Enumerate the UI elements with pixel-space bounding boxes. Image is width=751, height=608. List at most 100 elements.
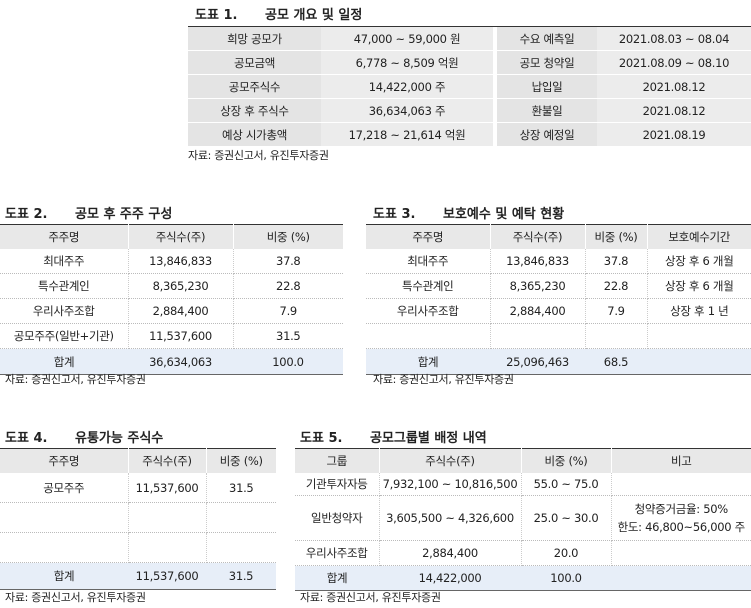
table5-number: 도표 5. xyxy=(300,431,343,446)
table3-heading: 보호예수 및 예탁 현황 xyxy=(443,207,565,222)
table-cell: 최대주주 xyxy=(366,249,491,274)
table1-label-left: 희망 공모가 xyxy=(188,26,321,51)
table-row: 일반청약자 3,605,500 ~ 4,326,600 25.0 ~ 30.0 청약증… xyxy=(295,495,751,541)
total-cell: 합계 xyxy=(0,562,128,590)
table-cell: 55.0 ~ 75.0 xyxy=(521,473,612,496)
table4-number: 도표 4. xyxy=(5,431,48,446)
table-header-row: 그룹 주식수(주) 비중 (%) 비고 xyxy=(295,448,751,473)
table1-spacer xyxy=(493,122,497,147)
table-cell xyxy=(128,532,207,563)
table-cell: 상장 후 6 개월 xyxy=(647,273,751,299)
table-row: 우리사주조합 2,884,400 7.9 xyxy=(0,298,343,324)
table-cell xyxy=(0,502,129,533)
table-cell: 2,884,400 xyxy=(128,298,234,324)
table1-label-left: 예상 시가총액 xyxy=(188,122,321,147)
table-row: 특수관계인 8,365,230 22.8 상장 후 6 개월 xyxy=(366,273,751,299)
table1-value-left: 17,218 ~ 21,614 억원 xyxy=(321,122,493,147)
table-cell: 2,884,400 xyxy=(490,298,586,324)
table-cell: 상장 후 1 년 xyxy=(647,298,751,324)
table-cell xyxy=(490,323,586,349)
table5-source: 자료: 증권신고서, 유진투자증권 xyxy=(300,591,441,604)
table1-label-left: 공모주식수 xyxy=(188,74,321,99)
table-row: 공모주식수 14,422,000 주 납입일 2021.08.12 xyxy=(188,74,751,99)
table-cell: 37.8 xyxy=(585,249,648,274)
table-cell: 상장 후 6 개월 xyxy=(647,249,751,274)
table-note-cell: 청약증거금율: 50% 한도: 46,800~56,000 주 xyxy=(611,495,751,541)
table4-title: 도표 4. 유통가능 주식수 xyxy=(5,427,163,446)
total-cell: 100.0 xyxy=(233,348,343,375)
table-cell xyxy=(366,323,491,349)
total-cell: 14,422,000 xyxy=(379,565,521,591)
column-header: 비고 xyxy=(611,448,751,473)
table-cell xyxy=(206,532,276,563)
table1-title: 도표 1. 공모 개요 및 일정 xyxy=(195,4,362,23)
table1-heading: 공모 개요 및 일정 xyxy=(265,8,363,23)
table1-spacer xyxy=(493,74,497,99)
table5: 그룹 주식수(주) 비중 (%) 비고 기관투자자등 7,932,100 ~ 10,816… xyxy=(295,448,751,591)
column-header: 주식수(주) xyxy=(128,224,234,249)
table1-source: 자료: 증권신고서, 유진투자증권 xyxy=(188,149,329,162)
column-header: 비중 (%) xyxy=(233,224,343,249)
table-cell: 7.9 xyxy=(585,298,648,324)
table1-value-left: 36,634,063 주 xyxy=(321,98,493,123)
table-cell: 8,365,230 xyxy=(490,273,586,299)
note-line-1: 청약증거금율: 50% xyxy=(634,502,729,516)
table2-number: 도표 2. xyxy=(5,207,48,222)
table5-title: 도표 5. 공모그룹별 배정 내역 xyxy=(300,427,487,446)
total-cell: 25,096,463 xyxy=(490,348,585,375)
total-cell: 100.0 xyxy=(521,565,611,591)
table-row: 특수관계인 8,365,230 22.8 xyxy=(0,273,343,299)
column-header: 주식수(주) xyxy=(128,448,207,473)
table-row: 희망 공모가 47,000 ~ 59,000 원 수요 예측일 2021.08.03 … xyxy=(188,26,751,51)
table-total-row: 합계 11,537,600 31.5 xyxy=(0,562,276,590)
table2-title: 도표 2. 공모 후 주주 구성 xyxy=(5,203,172,222)
table1-value-left: 47,000 ~ 59,000 원 xyxy=(321,26,493,51)
table-row: 우리사주조합 2,884,400 20.0 xyxy=(295,540,751,566)
table3: 주주명 주식수(주) 비중 (%) 보호예수기간 최대주주 13,846,833 37.8 상… xyxy=(366,224,751,375)
table-cell: 22.8 xyxy=(233,273,343,299)
total-cell: 합계 xyxy=(295,565,379,591)
table-row: 기관투자자등 7,932,100 ~ 10,816,500 55.0 ~ 75.0 xyxy=(295,473,751,496)
table-cell: 2,884,400 xyxy=(379,540,522,566)
total-cell: 11,537,600 xyxy=(128,562,206,590)
table-cell xyxy=(128,502,207,533)
table-header-row: 주주명 주식수(주) 비중 (%) xyxy=(0,224,343,249)
table1-label-left: 공모금액 xyxy=(188,50,321,75)
table-cell: 공모주주 xyxy=(0,473,129,503)
table-row: 공모금액 6,778 ~ 8,509 억원 공모 청약일 2021.08.09 ~ 0… xyxy=(188,50,751,75)
table-cell xyxy=(647,323,751,349)
column-header: 주주명 xyxy=(366,224,491,249)
table1-value-right: 2021.08.09 ~ 08.10 xyxy=(597,50,751,75)
table-row: 공모주주 11,537,600 31.5 xyxy=(0,473,276,503)
total-cell xyxy=(611,565,751,591)
column-header: 비중 (%) xyxy=(206,448,276,473)
table1-label-right: 상장 예정일 xyxy=(497,122,597,147)
total-cell: 36,634,063 xyxy=(128,348,233,375)
table-total-row: 합계 14,422,000 100.0 xyxy=(295,565,751,591)
table-row: 공모주주(일반+기관) 11,537,600 31.5 xyxy=(0,323,343,349)
table-cell: 최대주주 xyxy=(0,249,129,274)
table-cell: 31.5 xyxy=(206,473,276,503)
table4-heading: 유통가능 주식수 xyxy=(75,431,164,446)
table-cell: 3,605,500 ~ 4,326,600 xyxy=(379,495,522,541)
table-cell: 13,846,833 xyxy=(128,249,234,274)
total-cell: 68.5 xyxy=(585,348,647,375)
table-cell xyxy=(206,502,276,533)
column-header: 주식수(주) xyxy=(379,448,522,473)
column-header: 비중 (%) xyxy=(521,448,612,473)
table-cell: 특수관계인 xyxy=(0,273,129,299)
table1-spacer xyxy=(493,98,497,123)
table1-value-left: 6,778 ~ 8,509 억원 xyxy=(321,50,493,75)
table2-source: 자료: 증권신고서, 유진투자증권 xyxy=(5,373,146,386)
table-cell: 7,932,100 ~ 10,816,500 xyxy=(379,473,522,496)
total-cell: 31.5 xyxy=(206,562,276,590)
table-header-row: 주주명 주식수(주) 비중 (%) 보호예수기간 xyxy=(366,224,751,249)
table1-value-left: 14,422,000 주 xyxy=(321,74,493,99)
note-line-2: 한도: 46,800~56,000 주 xyxy=(617,520,746,534)
table-cell: 8,365,230 xyxy=(128,273,234,299)
table-row: 우리사주조합 2,884,400 7.9 상장 후 1 년 xyxy=(366,298,751,324)
table-row xyxy=(0,532,276,563)
table1-label-right: 공모 청약일 xyxy=(497,50,597,75)
total-cell: 합계 xyxy=(366,348,490,375)
table-row: 예상 시가총액 17,218 ~ 21,614 억원 상장 예정일 2021.08.1… xyxy=(188,122,751,147)
